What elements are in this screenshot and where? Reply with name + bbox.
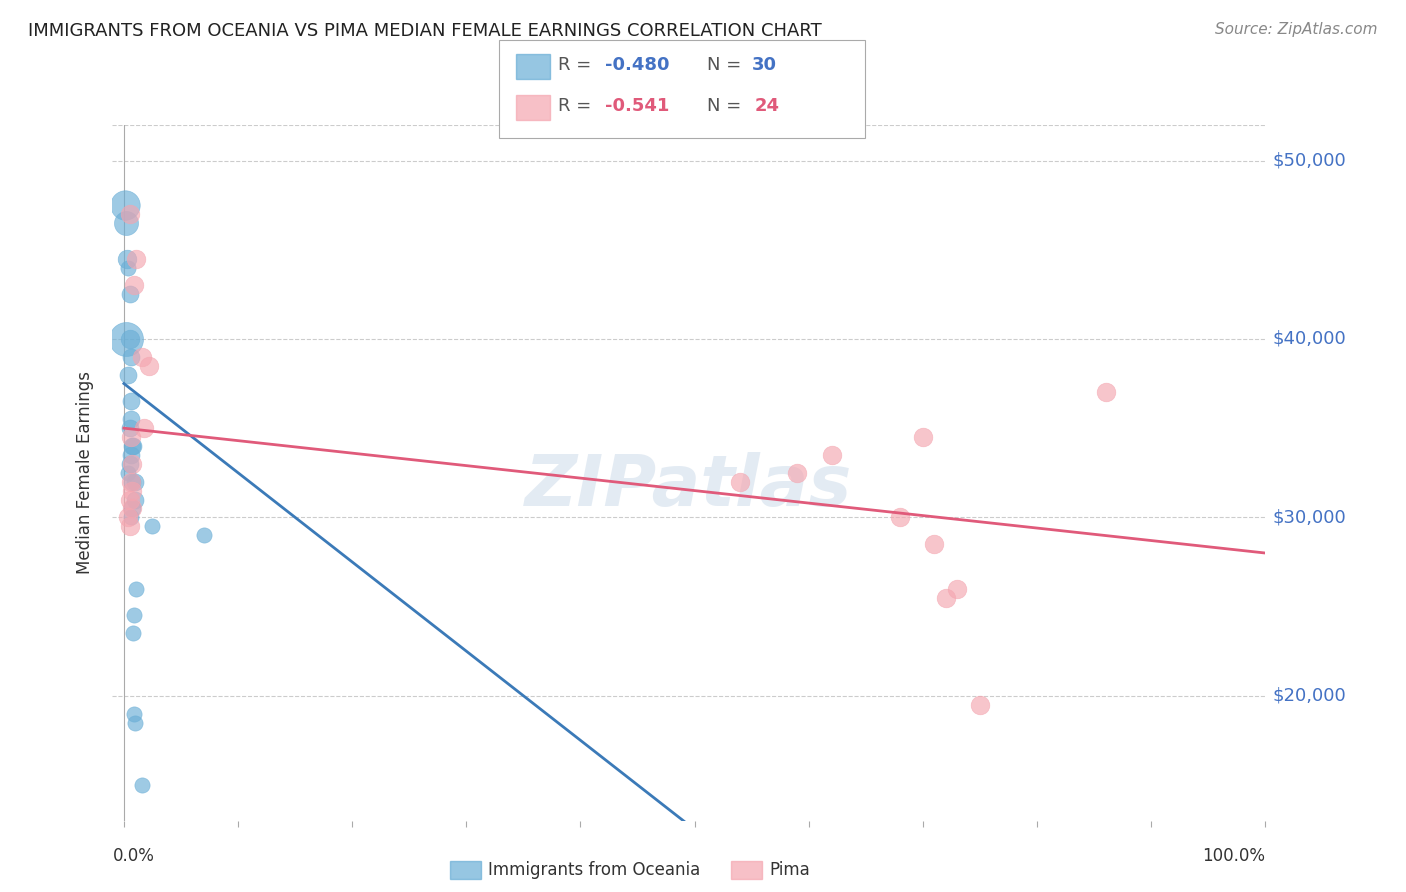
Point — [120, 448, 142, 462]
Text: -0.480: -0.480 — [605, 56, 669, 74]
Point — [120, 394, 142, 409]
Point — [193, 528, 215, 542]
Point — [969, 698, 991, 712]
Point — [138, 359, 160, 373]
Point — [121, 501, 143, 516]
Point — [118, 207, 141, 221]
Point — [120, 475, 142, 489]
Point — [118, 421, 141, 435]
Point — [124, 715, 146, 730]
Text: R =: R = — [558, 97, 592, 115]
Point — [131, 350, 153, 364]
Point — [889, 510, 911, 524]
Text: 0.0%: 0.0% — [112, 847, 155, 865]
Point — [124, 475, 146, 489]
Point — [125, 582, 148, 596]
Point — [122, 608, 145, 623]
Point — [120, 350, 142, 364]
Point — [122, 439, 145, 453]
Point — [120, 430, 142, 444]
Point — [121, 457, 143, 471]
Text: $20,000: $20,000 — [1272, 687, 1346, 705]
Point — [122, 278, 145, 293]
Point — [935, 591, 957, 605]
Text: Immigrants from Oceania: Immigrants from Oceania — [488, 861, 700, 879]
Point — [115, 332, 138, 346]
Point — [120, 510, 142, 524]
Point — [131, 778, 153, 792]
Point — [117, 252, 139, 266]
Text: 100.0%: 100.0% — [1202, 847, 1265, 865]
Text: IMMIGRANTS FROM OCEANIA VS PIMA MEDIAN FEMALE EARNINGS CORRELATION CHART: IMMIGRANTS FROM OCEANIA VS PIMA MEDIAN F… — [28, 22, 823, 40]
Text: $30,000: $30,000 — [1272, 508, 1346, 526]
Point — [121, 501, 143, 516]
Text: Source: ZipAtlas.com: Source: ZipAtlas.com — [1215, 22, 1378, 37]
Point — [911, 430, 934, 444]
Point — [118, 492, 141, 507]
Text: N =: N = — [707, 56, 741, 74]
Text: R =: R = — [558, 56, 592, 74]
Point — [118, 457, 141, 471]
Point — [118, 332, 141, 346]
Text: 30: 30 — [752, 56, 778, 74]
Point — [786, 466, 808, 480]
Point — [141, 519, 163, 533]
Point — [114, 198, 136, 212]
Point — [118, 287, 141, 301]
Point — [121, 439, 143, 453]
Point — [730, 475, 752, 489]
Text: $40,000: $40,000 — [1272, 330, 1346, 348]
Point — [122, 706, 145, 721]
Point — [122, 626, 145, 640]
Point — [118, 519, 141, 533]
Text: 24: 24 — [755, 97, 780, 115]
Y-axis label: Median Female Earnings: Median Female Earnings — [76, 371, 94, 574]
Point — [946, 582, 969, 596]
Point — [820, 448, 842, 462]
Point — [115, 216, 138, 230]
Point — [117, 368, 139, 382]
Point — [134, 421, 156, 435]
Point — [124, 492, 146, 507]
Point — [117, 260, 139, 275]
Text: N =: N = — [707, 97, 741, 115]
Text: $50,000: $50,000 — [1272, 152, 1346, 169]
Point — [117, 466, 139, 480]
Point — [121, 475, 143, 489]
Point — [1094, 385, 1116, 400]
Point — [120, 412, 142, 426]
Text: ZIPatlas: ZIPatlas — [526, 452, 852, 521]
Text: Pima: Pima — [769, 861, 810, 879]
Point — [117, 510, 139, 524]
Point — [121, 483, 143, 498]
Point — [125, 252, 148, 266]
Point — [924, 537, 946, 551]
Text: -0.541: -0.541 — [605, 97, 669, 115]
